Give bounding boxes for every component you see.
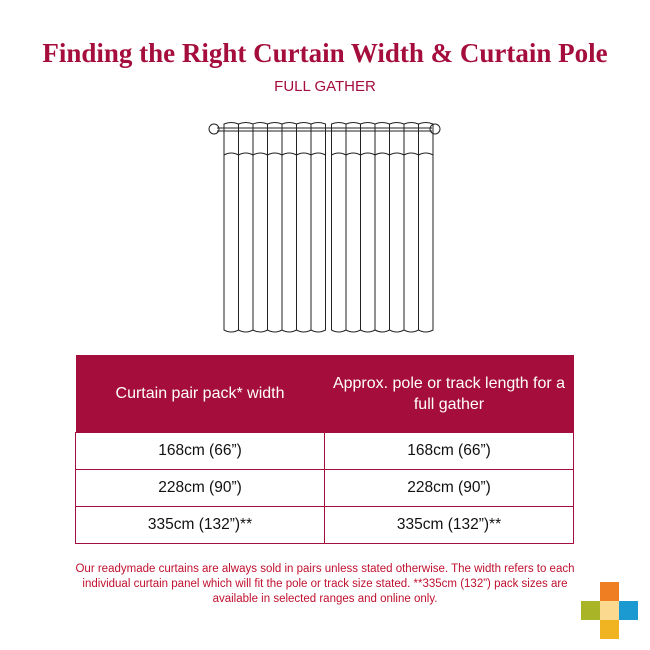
cell: 168cm (66”): [324, 432, 574, 470]
header-pole-length: Approx. pole or track length for a full …: [324, 355, 574, 433]
curtain-illustration: [208, 122, 441, 333]
curtain-pleat: [310, 122, 326, 333]
table-row: 168cm (66”) 168cm (66”): [75, 432, 574, 470]
pole-finial: [429, 123, 441, 135]
size-table: Curtain pair pack* width Approx. pole or…: [75, 355, 574, 544]
header-pack-width: Curtain pair pack* width: [75, 355, 325, 433]
cell: 335cm (132”)**: [324, 506, 574, 544]
table-row: 335cm (132”)** 335cm (132”)**: [75, 506, 574, 544]
page-title: Finding the Right Curtain Width & Curtai…: [42, 38, 608, 68]
footnote: Our readymade curtains are always sold i…: [75, 563, 575, 605]
cell: 228cm (90”): [75, 469, 325, 507]
table-row: 228cm (90”) 228cm (90”): [75, 469, 574, 507]
pole-finial: [208, 123, 220, 135]
cell: 168cm (66”): [75, 432, 325, 470]
cell: 228cm (90”): [324, 469, 574, 507]
curtain-pleat: [418, 122, 434, 333]
table-header-row: Curtain pair pack* width Approx. pole or…: [75, 355, 574, 433]
cell: 335cm (132”)**: [75, 506, 325, 544]
subtitle: FULL GATHER: [274, 78, 376, 95]
